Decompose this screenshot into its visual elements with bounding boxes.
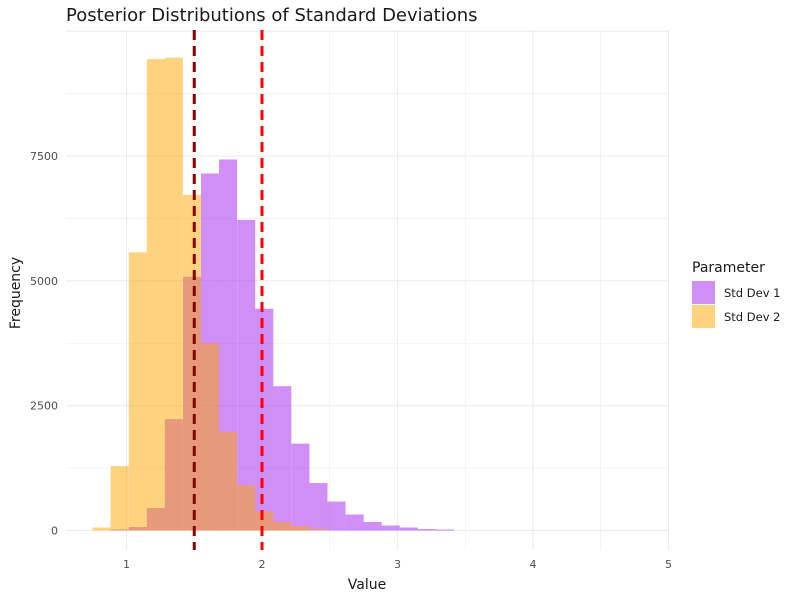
x-tick-label: 4	[530, 558, 537, 571]
y-axis-label: Frequency	[8, 257, 24, 329]
histogram-bar	[417, 529, 436, 531]
legend-label-std-dev-1: Std Dev 1	[724, 286, 780, 300]
histogram-bar	[110, 466, 129, 531]
histogram-bar	[183, 194, 202, 531]
legend-label-std-dev-2: Std Dev 2	[724, 310, 780, 324]
histogram-bar	[291, 526, 310, 531]
histogram-bar	[92, 527, 111, 531]
histogram-bar	[399, 527, 418, 531]
histogram-bar	[255, 511, 274, 531]
histogram-bar	[219, 432, 238, 531]
histogram-bar	[273, 386, 292, 531]
histogram-bar	[435, 529, 454, 531]
x-axis-label: Value	[348, 577, 386, 593]
legend-swatch-std-dev-1	[692, 281, 715, 304]
histogram-bar	[273, 522, 292, 531]
x-tick-label: 2	[259, 558, 266, 571]
histogram-bar	[128, 252, 147, 531]
histogram-bar	[291, 443, 310, 531]
legend-swatch-std-dev-2	[692, 305, 715, 328]
histogram-bar	[309, 483, 328, 531]
reference-lines	[192, 30, 264, 550]
axis-ticks: 1 2 3 4 5 0 2500 5000 7500	[30, 150, 672, 571]
y-tick-label: 7500	[30, 150, 58, 163]
histogram-bar	[146, 59, 165, 531]
y-tick-label: 2500	[30, 400, 58, 413]
histogram-bar	[237, 219, 256, 531]
x-tick-label: 1	[123, 558, 130, 571]
x-tick-label: 5	[665, 558, 672, 571]
chart-title: Posterior Distributions of Standard Devi…	[66, 5, 478, 26]
histogram-bar	[363, 522, 382, 531]
y-tick-label: 0	[51, 525, 58, 538]
histogram-bar	[309, 529, 328, 531]
histogram-bar	[327, 501, 346, 531]
legend: Parameter Std Dev 1 Std Dev 2	[692, 260, 780, 328]
series-std-dev-2	[92, 57, 328, 531]
x-tick-label: 3	[394, 558, 401, 571]
histogram-bar	[255, 308, 274, 531]
y-tick-label: 5000	[30, 275, 58, 288]
legend-title: Parameter	[692, 260, 765, 276]
histogram-bar	[237, 485, 256, 531]
histogram-bar	[164, 57, 183, 531]
histogram-bar	[201, 343, 220, 531]
histogram-bar	[345, 514, 364, 531]
histogram-bars	[92, 57, 454, 531]
histogram-bar	[381, 525, 400, 531]
